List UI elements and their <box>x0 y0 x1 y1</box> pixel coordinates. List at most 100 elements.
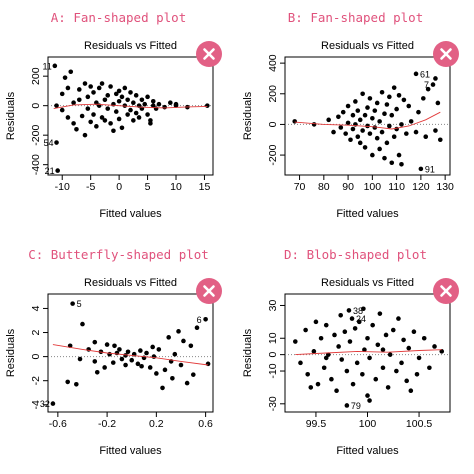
chart-panel: A: Fan-shaped plot Residuals vs Fitted -10… <box>0 0 237 237</box>
panel-title: A: Fan-shaped plot <box>50 10 187 25</box>
data-point <box>432 344 437 349</box>
data-point <box>350 126 356 132</box>
data-point <box>354 360 360 366</box>
data-point <box>430 82 436 87</box>
data-point <box>170 375 175 381</box>
data-point <box>133 93 139 98</box>
data-point <box>323 322 329 328</box>
data-point <box>136 115 142 120</box>
close-button[interactable] <box>433 41 459 67</box>
data-point <box>76 97 82 103</box>
data-point <box>107 351 112 357</box>
data-point <box>379 129 385 135</box>
data-point <box>401 97 407 103</box>
data-point <box>394 106 399 112</box>
data-point <box>74 126 79 132</box>
data-point <box>65 115 71 120</box>
data-point <box>408 119 414 124</box>
chart-panel: B: Fan-shaped plot Residuals vs Fitted 70 8… <box>237 0 474 237</box>
data-point <box>108 121 113 126</box>
data-point <box>80 321 85 327</box>
data-point <box>418 166 424 172</box>
data-point <box>331 129 336 135</box>
data-point <box>139 363 144 369</box>
data-point <box>119 356 125 362</box>
data-point <box>373 376 379 382</box>
data-point <box>377 119 382 124</box>
data-point <box>404 378 409 384</box>
data-point <box>111 128 116 134</box>
chart-title: Residuals vs Fitted <box>321 277 414 289</box>
data-point <box>71 100 76 106</box>
data-point <box>181 338 186 344</box>
data-point <box>82 81 88 86</box>
data-point <box>313 319 319 325</box>
data-point <box>102 118 108 123</box>
data-point <box>385 385 391 390</box>
close-button[interactable] <box>433 278 459 304</box>
data-point <box>427 365 432 371</box>
data-point <box>150 344 155 350</box>
smoother-line <box>52 344 209 366</box>
panel-title: B: Fan-shaped plot <box>287 10 424 25</box>
data-point <box>176 329 181 334</box>
x-axis-label: Fitted values <box>336 208 399 220</box>
data-point <box>102 365 107 370</box>
data-point <box>311 122 317 127</box>
y-tick-label: 0 <box>267 352 279 358</box>
y-tick-label: 10 <box>267 332 279 344</box>
data-point <box>344 368 350 374</box>
data-point <box>379 89 385 95</box>
close-button[interactable] <box>196 41 222 67</box>
data-point <box>65 85 71 91</box>
smoother-line <box>53 103 208 110</box>
data-point <box>367 96 373 101</box>
data-point <box>205 103 210 108</box>
data-point <box>91 90 96 95</box>
x-tick-label: 15 <box>199 181 211 193</box>
y-tick-label: -400 <box>30 154 42 175</box>
data-point <box>154 371 159 376</box>
data-point <box>372 125 378 130</box>
data-point <box>131 118 136 123</box>
chart-panel: D: Blob-shaped plot Residuals vs Fitted 99… <box>237 237 474 474</box>
data-point <box>433 76 438 81</box>
data-point <box>377 146 382 152</box>
y-tick-label: -4 <box>30 400 42 409</box>
data-point <box>298 360 303 366</box>
data-point <box>71 121 76 126</box>
data-point <box>52 63 58 69</box>
data-point <box>190 372 196 377</box>
y-tick-label: 0 <box>30 103 42 109</box>
data-point <box>380 347 386 353</box>
close-button[interactable] <box>196 278 222 304</box>
data-point <box>160 385 165 391</box>
data-point <box>348 137 353 143</box>
x-tick-label: 0 <box>116 181 122 193</box>
data-point <box>94 369 100 375</box>
data-point <box>92 339 98 345</box>
y-tick-label: 400 <box>267 54 279 72</box>
data-point <box>153 106 159 111</box>
data-point <box>96 85 102 91</box>
data-point <box>399 360 404 366</box>
data-point <box>148 121 153 126</box>
data-point <box>389 160 395 166</box>
data-point <box>104 342 110 347</box>
data-point <box>421 96 426 101</box>
data-point <box>404 131 409 136</box>
data-point <box>360 372 365 377</box>
data-point <box>166 335 171 340</box>
outlier-label: 32 <box>40 399 50 409</box>
data-point <box>151 354 157 359</box>
chart-panel: C: Butterfly-shaped plot Residuals vs Fit… <box>0 237 237 474</box>
data-point <box>355 108 361 113</box>
data-point <box>390 327 396 333</box>
data-point <box>144 350 149 356</box>
data-point <box>370 152 375 158</box>
data-point <box>125 97 130 103</box>
data-point <box>353 99 358 104</box>
data-point <box>396 152 402 158</box>
data-point <box>408 388 414 393</box>
data-point <box>401 337 406 343</box>
